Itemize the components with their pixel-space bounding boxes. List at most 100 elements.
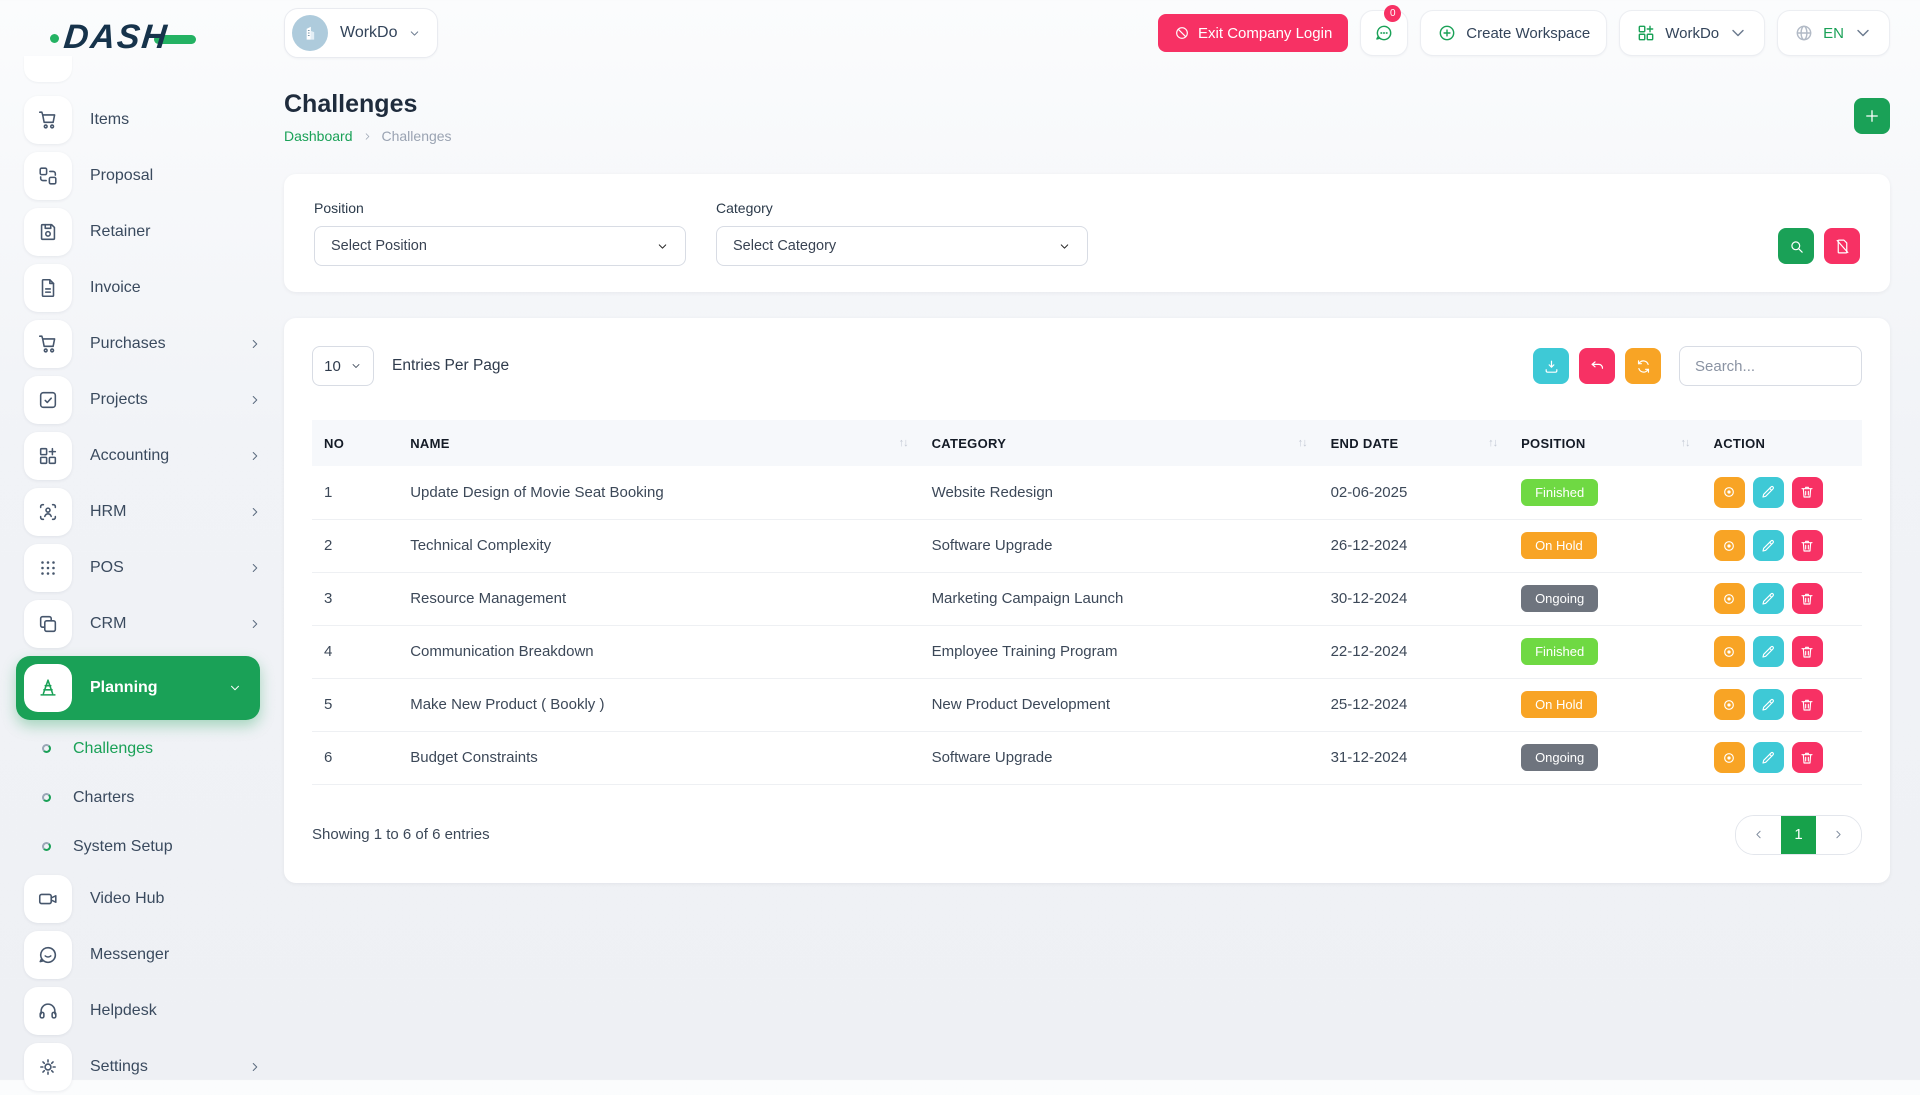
cell-name: Update Design of Movie Seat Booking — [398, 466, 919, 519]
cart-icon — [24, 96, 72, 144]
clear-filter-button[interactable] — [1824, 228, 1860, 264]
sidebar-item-settings[interactable]: Settings — [24, 1039, 284, 1095]
cell-name: Resource Management — [398, 572, 919, 625]
view-button[interactable] — [1714, 477, 1745, 508]
dots-grid-icon — [24, 544, 72, 592]
view-button[interactable] — [1714, 636, 1745, 667]
delete-button[interactable] — [1792, 636, 1823, 667]
chevron-down-icon — [228, 681, 242, 695]
sidebar-item-hrm[interactable]: HRM — [24, 484, 284, 540]
page-number-active[interactable]: 1 — [1781, 816, 1816, 854]
sort-icon[interactable]: ↑↓ — [1488, 437, 1497, 449]
sidebar-item-helpdesk[interactable]: Helpdesk — [24, 983, 284, 1039]
dash-logo: DASH — [64, 18, 254, 57]
sidebar: Items Proposal Retainer Invoice Purchase… — [0, 0, 284, 1080]
column-header-position[interactable]: POSITION↑↓ — [1509, 420, 1701, 466]
breadcrumb-dashboard-link[interactable]: Dashboard — [284, 128, 353, 144]
refresh-button[interactable] — [1625, 348, 1661, 384]
plus-icon — [1863, 107, 1881, 125]
sort-icon[interactable]: ↑↓ — [1298, 437, 1307, 449]
sidebar-item-proposal[interactable]: Proposal — [24, 148, 284, 204]
cell-position: Ongoing — [1509, 731, 1701, 784]
delete-button[interactable] — [1792, 689, 1823, 720]
cell-action — [1702, 678, 1862, 731]
sidebar-item-pos[interactable]: POS — [24, 540, 284, 596]
delete-button[interactable] — [1792, 477, 1823, 508]
pencil-icon — [1760, 750, 1776, 766]
view-button[interactable] — [1714, 583, 1745, 614]
status-badge: On Hold — [1521, 691, 1597, 718]
language-selector[interactable]: EN — [1777, 10, 1890, 56]
create-workspace-label: Create Workspace — [1466, 25, 1590, 42]
workspace-name: WorkDo — [340, 24, 398, 42]
sidebar-item-video-hub[interactable]: Video Hub — [24, 871, 284, 927]
chevron-left-icon — [1752, 828, 1765, 841]
edit-button[interactable] — [1753, 636, 1784, 667]
next-page-button[interactable] — [1816, 816, 1861, 854]
edit-button[interactable] — [1753, 742, 1784, 773]
column-header-category[interactable]: CATEGORY↑↓ — [920, 420, 1319, 466]
column-header-name[interactable]: NAME↑↓ — [398, 420, 919, 466]
apply-filter-button[interactable] — [1778, 228, 1814, 264]
sidebar-item-planning[interactable]: Planning — [16, 656, 260, 720]
entries-per-page-select[interactable]: 10 — [312, 346, 374, 386]
cell-no: 2 — [312, 519, 398, 572]
category-select[interactable]: Select Category — [716, 226, 1088, 266]
eye-icon — [1721, 484, 1737, 500]
pagination: 1 — [1735, 815, 1862, 855]
pencil-icon — [1760, 484, 1776, 500]
delete-button[interactable] — [1792, 530, 1823, 561]
sidebar-item-crm[interactable]: CRM — [24, 596, 284, 652]
sidebar-item-retainer[interactable]: Retainer — [24, 204, 284, 260]
cart-icon — [24, 320, 72, 368]
table-row: 5 Make New Product ( Bookly ) New Produc… — [312, 678, 1862, 731]
breadcrumb-current: Challenges — [382, 128, 452, 144]
delete-button[interactable] — [1792, 583, 1823, 614]
sidebar-item-invoice[interactable]: Invoice — [24, 260, 284, 316]
sidebar-subitem-system-setup[interactable]: System Setup — [24, 822, 284, 871]
sidebar-item-label: Video Hub — [90, 890, 262, 908]
delete-button[interactable] — [1792, 742, 1823, 773]
workspace-switcher[interactable]: WorkDo — [284, 8, 438, 58]
position-select[interactable]: Select Position — [314, 226, 686, 266]
cell-category: New Product Development — [920, 678, 1319, 731]
sidebar-item-accounting[interactable]: Accounting — [24, 428, 284, 484]
view-button[interactable] — [1714, 742, 1745, 773]
messages-count-badge: 0 — [1384, 5, 1401, 22]
table-footer: Showing 1 to 6 of 6 entries 1 — [312, 815, 1862, 855]
sort-icon[interactable]: ↑↓ — [899, 437, 908, 449]
bullet-icon — [42, 793, 51, 802]
sidebar-item-items[interactable]: Items — [24, 92, 284, 148]
sidebar-item-projects[interactable]: Projects — [24, 372, 284, 428]
column-header-end-date[interactable]: END DATE↑↓ — [1319, 420, 1509, 466]
edit-button[interactable] — [1753, 689, 1784, 720]
exit-button-label: Exit Company Login — [1198, 25, 1332, 42]
exit-company-login-button[interactable]: Exit Company Login — [1158, 14, 1348, 52]
sidebar-item-messenger[interactable]: Messenger — [24, 927, 284, 983]
edit-button[interactable] — [1753, 530, 1784, 561]
column-header-action: ACTION — [1702, 420, 1862, 466]
undo-button[interactable] — [1579, 348, 1615, 384]
export-button[interactable] — [1533, 348, 1569, 384]
chevron-right-icon — [248, 1060, 262, 1074]
table-row: 3 Resource Management Marketing Campaign… — [312, 572, 1862, 625]
search-input[interactable] — [1679, 346, 1862, 386]
view-button[interactable] — [1714, 689, 1745, 720]
sidebar-subitem-challenges[interactable]: Challenges — [24, 724, 284, 773]
sidebar-item-purchases[interactable]: Purchases — [24, 316, 284, 372]
messages-button[interactable]: 0 — [1360, 10, 1408, 56]
sidebar-subitem-charters[interactable]: Charters — [24, 773, 284, 822]
view-button[interactable] — [1714, 530, 1745, 561]
table-row: 2 Technical Complexity Software Upgrade … — [312, 519, 1862, 572]
edit-button[interactable] — [1753, 477, 1784, 508]
previous-page-button[interactable] — [1736, 816, 1781, 854]
sort-icon[interactable]: ↑↓ — [1681, 437, 1690, 449]
chevron-down-icon — [656, 240, 669, 253]
table-header-row: NO NAME↑↓ CATEGORY↑↓ END DATE↑↓ POSITION… — [312, 420, 1862, 466]
search-icon — [1788, 238, 1805, 255]
create-workspace-button[interactable]: Create Workspace — [1420, 10, 1607, 56]
add-challenge-button[interactable] — [1854, 98, 1890, 134]
status-badge: Finished — [1521, 638, 1598, 665]
edit-button[interactable] — [1753, 583, 1784, 614]
workspace-menu-button[interactable]: WorkDo — [1619, 10, 1765, 56]
